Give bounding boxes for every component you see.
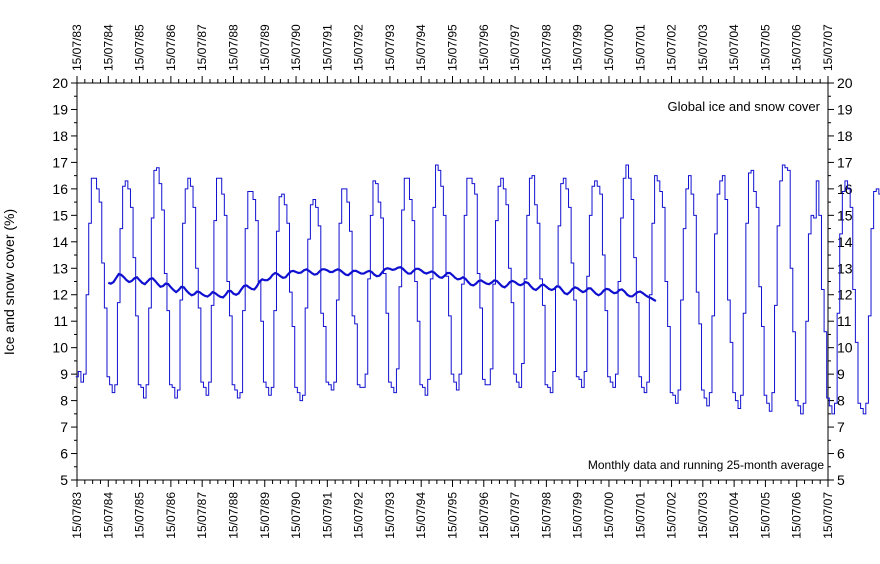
y-tick-label: 19 xyxy=(837,101,853,117)
y-tick-label: 18 xyxy=(52,128,68,144)
y-tick-label: 7 xyxy=(837,419,845,435)
y-tick-label: 8 xyxy=(60,393,68,409)
x-tick-label: 15/07/06 xyxy=(790,24,804,71)
x-tick-label: 15/07/04 xyxy=(727,492,741,539)
y-tick-label: 6 xyxy=(837,446,845,462)
y-tick-label: 13 xyxy=(837,260,853,276)
x-tick-label: 15/07/85 xyxy=(133,24,147,71)
y-tick-label: 18 xyxy=(837,128,853,144)
y-tick-label: 10 xyxy=(837,340,853,356)
x-tick-label: 15/07/84 xyxy=(101,24,115,71)
x-tick-label: 15/07/87 xyxy=(195,492,209,539)
y-tick-label: 16 xyxy=(52,181,68,197)
y-tick-label: 12 xyxy=(52,287,68,303)
x-tick-label: 15/07/88 xyxy=(226,492,240,539)
x-axis-top: 15/07/83 15/07/84 15/07/85 15/07/86 15/07/87… xyxy=(70,24,835,83)
x-tick-label: 15/07/97 xyxy=(508,24,522,71)
y-tick-label: 15 xyxy=(837,207,853,223)
x-tick-label: 15/07/94 xyxy=(414,492,428,539)
x-tick-label: 15/07/04 xyxy=(727,24,741,71)
y-tick-label: 15 xyxy=(52,207,68,223)
x-tick-label: 15/07/83 xyxy=(70,492,84,539)
x-tick-label: 15/07/03 xyxy=(696,24,710,71)
x-tick-label: 15/07/01 xyxy=(633,24,647,71)
x-tick-label: 15/07/98 xyxy=(539,492,553,539)
x-tick-label: 15/07/02 xyxy=(665,492,679,539)
x-tick-label: 15/07/86 xyxy=(164,24,178,71)
x-tick-label: 15/07/96 xyxy=(477,492,491,539)
x-tick-label: 15/07/01 xyxy=(633,492,647,539)
x-tick-label: 15/07/05 xyxy=(758,492,772,539)
y-tick-label: 11 xyxy=(53,313,68,329)
y-tick-label: 20 xyxy=(837,75,853,91)
y-tick-label: 5 xyxy=(60,472,68,488)
y-tick-label: 17 xyxy=(837,154,853,170)
x-tick-label: 15/07/05 xyxy=(758,24,772,71)
y-tick-label: 5 xyxy=(837,472,845,488)
y-tick-label: 7 xyxy=(60,419,68,435)
y-tick-label: 13 xyxy=(52,260,68,276)
y-tick-label: 20 xyxy=(52,75,68,91)
chart-subtitle: Monthly data and running 25-month averag… xyxy=(588,458,824,472)
running-average-line xyxy=(107,266,657,303)
x-tick-label: 15/07/03 xyxy=(696,492,710,539)
y-tick-label: 14 xyxy=(52,234,68,250)
x-tick-label: 15/07/85 xyxy=(133,492,147,539)
x-tick-label: 15/07/98 xyxy=(539,24,553,71)
x-tick-label: 15/07/91 xyxy=(320,492,334,539)
x-tick-label: 15/07/87 xyxy=(195,24,209,71)
x-tick-label: 15/07/84 xyxy=(101,492,115,539)
x-tick-label: 15/07/90 xyxy=(289,24,303,71)
y-axis-title: Ice and snow cover (%) xyxy=(1,209,17,355)
y-tick-label: 17 xyxy=(52,154,68,170)
x-tick-label: 15/07/99 xyxy=(571,492,585,539)
x-tick-label: 15/07/00 xyxy=(602,492,616,539)
x-tick-label: 15/07/89 xyxy=(258,24,272,71)
x-tick-label: 15/07/00 xyxy=(602,24,616,71)
x-tick-label: 15/07/96 xyxy=(477,24,491,71)
x-axis-bottom: 15/07/83 15/07/84 15/07/85 15/07/86 15/07/87… xyxy=(70,480,835,539)
y-tick-label: 9 xyxy=(60,366,68,382)
y-axis-left: 5 6 7 8 9 10 11 12 13 14 15 16 17 18 19 20 xyxy=(52,75,77,488)
plot-frame xyxy=(76,82,829,481)
x-tick-label: 15/07/92 xyxy=(352,24,366,71)
chart-title: Global ice and snow cover xyxy=(668,99,821,114)
x-tick-label: 15/07/95 xyxy=(446,492,460,539)
monthly-data-line xyxy=(75,164,880,415)
x-tick-label: 15/07/95 xyxy=(446,24,460,71)
x-tick-label: 15/07/94 xyxy=(414,24,428,71)
x-tick-label: 15/07/88 xyxy=(226,24,240,71)
x-tick-label: 15/07/07 xyxy=(821,492,835,539)
x-tick-label: 15/07/89 xyxy=(258,492,272,539)
x-tick-label: 15/07/83 xyxy=(70,24,84,71)
y-tick-label: 10 xyxy=(52,340,68,356)
x-tick-label: 15/07/86 xyxy=(164,492,178,539)
x-tick-label: 15/07/07 xyxy=(821,24,835,71)
x-tick-label: 15/07/93 xyxy=(383,492,397,539)
y-tick-label: 6 xyxy=(60,446,68,462)
y-tick-label: 11 xyxy=(837,313,852,329)
x-tick-label: 15/07/97 xyxy=(508,492,522,539)
x-tick-label: 15/07/02 xyxy=(665,24,679,71)
x-tick-label: 15/07/93 xyxy=(383,24,397,71)
x-tick-label: 15/07/06 xyxy=(790,492,804,539)
x-tick-label: 15/07/99 xyxy=(571,24,585,71)
y-tick-label: 8 xyxy=(837,393,845,409)
y-tick-label: 12 xyxy=(837,287,853,303)
x-tick-label: 15/07/92 xyxy=(352,492,366,539)
x-tick-label: 15/07/90 xyxy=(289,492,303,539)
x-tick-label: 15/07/91 xyxy=(320,24,334,71)
y-tick-label: 9 xyxy=(837,366,845,382)
y-tick-label: 14 xyxy=(837,234,853,250)
y-tick-label: 19 xyxy=(52,101,68,117)
